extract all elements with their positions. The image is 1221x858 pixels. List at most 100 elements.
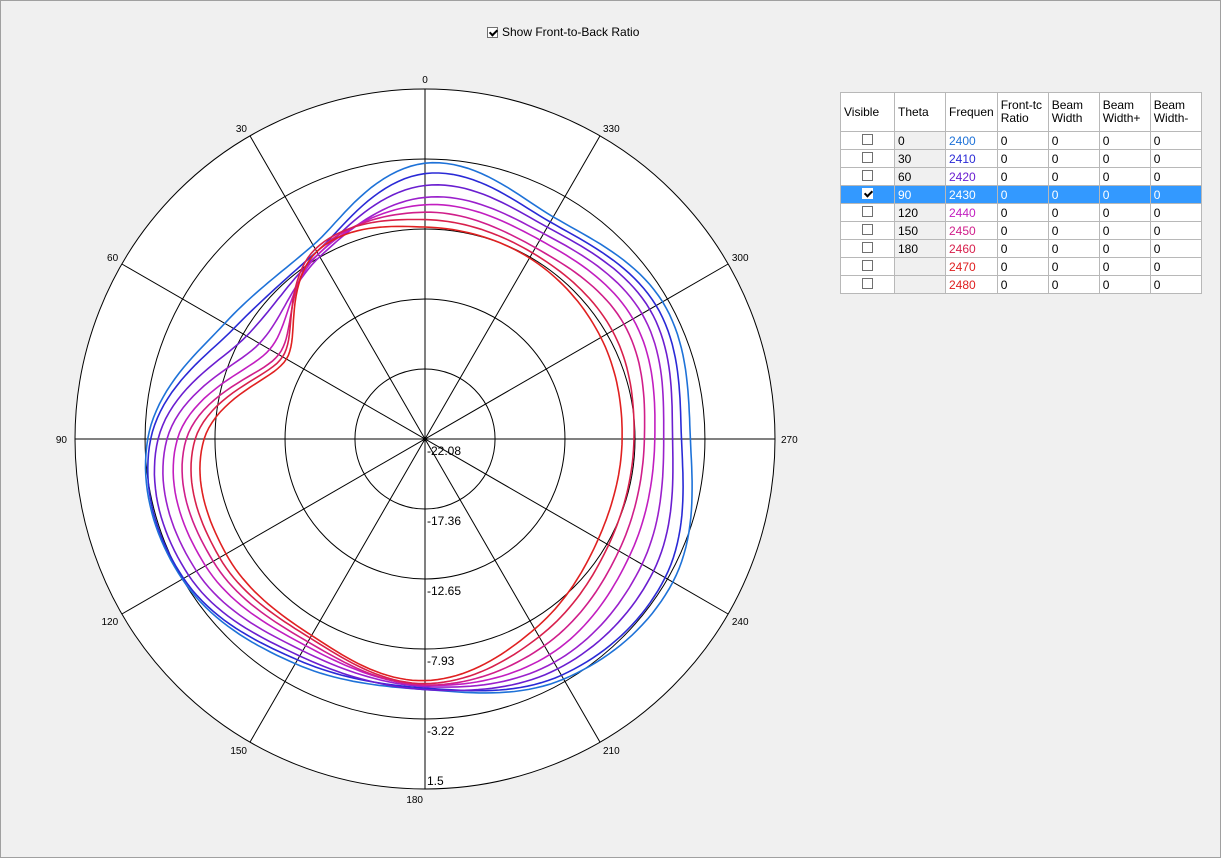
beam-width-cell[interactable]: 0: [1047, 167, 1100, 186]
beam-width-minus-cell[interactable]: 0: [1149, 167, 1202, 186]
front-to-back-ratio-cell[interactable]: 0: [996, 203, 1049, 222]
front-to-back-ratio-toggle[interactable]: Show Front-to-Back Ratio: [487, 25, 639, 39]
visible-checkbox[interactable]: [862, 223, 873, 235]
table-row[interactable]: 120 2440 0 0 0 0: [840, 203, 1202, 222]
beam-width-plus-cell[interactable]: 0: [1098, 203, 1151, 222]
beam-width-plus-cell[interactable]: 0: [1098, 275, 1151, 294]
visible-cell[interactable]: [840, 131, 895, 150]
beam-width-minus-cell[interactable]: 0: [1149, 185, 1202, 204]
beam-width-minus-cell[interactable]: 0: [1149, 221, 1202, 240]
table-row[interactable]: 90 2430 0 0 0 0: [840, 185, 1202, 204]
beam-width-cell[interactable]: 0: [1047, 131, 1100, 150]
theta-cell[interactable]: 180: [894, 239, 946, 258]
table-row[interactable]: 2470 0 0 0 0: [840, 257, 1202, 276]
header-beam-width-plus[interactable]: Beam Width+: [1098, 92, 1151, 132]
beam-width-minus-cell[interactable]: 0: [1149, 257, 1202, 276]
visible-checkbox[interactable]: [862, 205, 873, 217]
visible-cell[interactable]: [840, 149, 895, 168]
beam-width-minus-cell[interactable]: 0: [1149, 203, 1202, 222]
beam-width-minus-cell[interactable]: 0: [1149, 131, 1202, 150]
visible-checkbox[interactable]: [862, 151, 873, 163]
visible-checkbox[interactable]: [862, 241, 873, 253]
visible-cell[interactable]: [840, 167, 895, 186]
frequency-cell[interactable]: 2400: [945, 131, 998, 150]
beam-width-cell[interactable]: 0: [1047, 149, 1100, 168]
front-to-back-ratio-cell[interactable]: 0: [996, 257, 1049, 276]
front-to-back-ratio-cell[interactable]: 0: [996, 221, 1049, 240]
beam-width-minus-cell[interactable]: 0: [1149, 239, 1202, 258]
visible-cell[interactable]: [840, 275, 895, 294]
frequency-cell[interactable]: 2450: [945, 221, 998, 240]
frequency-cell[interactable]: 2430: [945, 185, 998, 204]
front-to-back-ratio-checkbox[interactable]: [487, 26, 498, 38]
visible-cell[interactable]: [840, 185, 895, 204]
angle-label: 0: [422, 75, 428, 86]
visible-cell[interactable]: [840, 257, 895, 276]
beam-width-cell[interactable]: 0: [1047, 239, 1100, 258]
header-front-to-back-ratio[interactable]: Front-tc Ratio: [996, 92, 1049, 132]
visible-cell[interactable]: [840, 203, 895, 222]
radial-label: -7.93: [427, 654, 455, 668]
visible-checkbox[interactable]: [862, 187, 873, 199]
header-visible[interactable]: Visible: [840, 92, 895, 132]
theta-cell[interactable]: 150: [894, 221, 946, 240]
theta-cell[interactable]: 60: [894, 167, 946, 186]
beam-width-plus-cell[interactable]: 0: [1098, 167, 1151, 186]
series-2450-curve: [181, 211, 646, 686]
table-row[interactable]: 2480 0 0 0 0: [840, 275, 1202, 294]
table-row[interactable]: 0 2400 0 0 0 0: [840, 131, 1202, 150]
theta-cell[interactable]: [894, 275, 946, 294]
beam-width-plus-cell[interactable]: 0: [1098, 257, 1151, 276]
beam-width-plus-cell[interactable]: 0: [1098, 149, 1151, 168]
header-beam-width[interactable]: Beam Width: [1047, 92, 1100, 132]
front-to-back-ratio-cell[interactable]: 0: [996, 131, 1049, 150]
frequency-cell[interactable]: 2480: [945, 275, 998, 294]
frequency-cell[interactable]: 2420: [945, 167, 998, 186]
angle-label: 90: [56, 435, 68, 446]
header-beam-width-minus[interactable]: Beam Width-: [1149, 92, 1202, 132]
frequency-cell[interactable]: 2410: [945, 149, 998, 168]
polar-series: [144, 161, 693, 694]
theta-cell[interactable]: 90: [894, 185, 946, 204]
visible-checkbox[interactable]: [862, 259, 873, 271]
table-row[interactable]: 60 2420 0 0 0 0: [840, 167, 1202, 186]
visible-checkbox[interactable]: [862, 277, 873, 289]
theta-cell[interactable]: 0: [894, 131, 946, 150]
beam-width-cell[interactable]: 0: [1047, 221, 1100, 240]
front-to-back-ratio-cell[interactable]: 0: [996, 167, 1049, 186]
angle-label: 330: [603, 124, 620, 135]
front-to-back-ratio-cell[interactable]: 0: [996, 149, 1049, 168]
frequency-cell[interactable]: 2460: [945, 239, 998, 258]
beam-width-plus-cell[interactable]: 0: [1098, 221, 1151, 240]
theta-cell[interactable]: [894, 257, 946, 276]
beam-width-cell[interactable]: 0: [1047, 275, 1100, 294]
frequency-cell[interactable]: 2440: [945, 203, 998, 222]
theta-cell[interactable]: 120: [894, 203, 946, 222]
front-to-back-ratio-cell[interactable]: 0: [996, 239, 1049, 258]
table-row[interactable]: 180 2460 0 0 0 0: [840, 239, 1202, 258]
angle-label: 270: [781, 435, 798, 446]
visible-cell[interactable]: [840, 221, 895, 240]
beam-width-cell[interactable]: 0: [1047, 203, 1100, 222]
beam-width-plus-cell[interactable]: 0: [1098, 185, 1151, 204]
radial-label: -17.36: [427, 514, 461, 528]
theta-cell[interactable]: 30: [894, 149, 946, 168]
beam-width-minus-cell[interactable]: 0: [1149, 149, 1202, 168]
visible-checkbox[interactable]: [862, 133, 873, 145]
beam-width-plus-cell[interactable]: 0: [1098, 131, 1151, 150]
frequency-table: Visible Theta Frequen Front-tc Ratio Beam…: [840, 92, 1202, 294]
visible-checkbox[interactable]: [862, 169, 873, 181]
header-theta[interactable]: Theta: [894, 92, 946, 132]
table-row[interactable]: 30 2410 0 0 0 0: [840, 149, 1202, 168]
front-to-back-ratio-cell[interactable]: 0: [996, 275, 1049, 294]
visible-cell[interactable]: [840, 239, 895, 258]
beam-width-cell[interactable]: 0: [1047, 257, 1100, 276]
beam-width-plus-cell[interactable]: 0: [1098, 239, 1151, 258]
table-row[interactable]: 150 2450 0 0 0 0: [840, 221, 1202, 240]
header-frequency[interactable]: Frequen: [945, 92, 998, 132]
angle-label: 210: [603, 746, 620, 757]
beam-width-cell[interactable]: 0: [1047, 185, 1100, 204]
front-to-back-ratio-cell[interactable]: 0: [996, 185, 1049, 204]
frequency-cell[interactable]: 2470: [945, 257, 998, 276]
beam-width-minus-cell[interactable]: 0: [1149, 275, 1202, 294]
